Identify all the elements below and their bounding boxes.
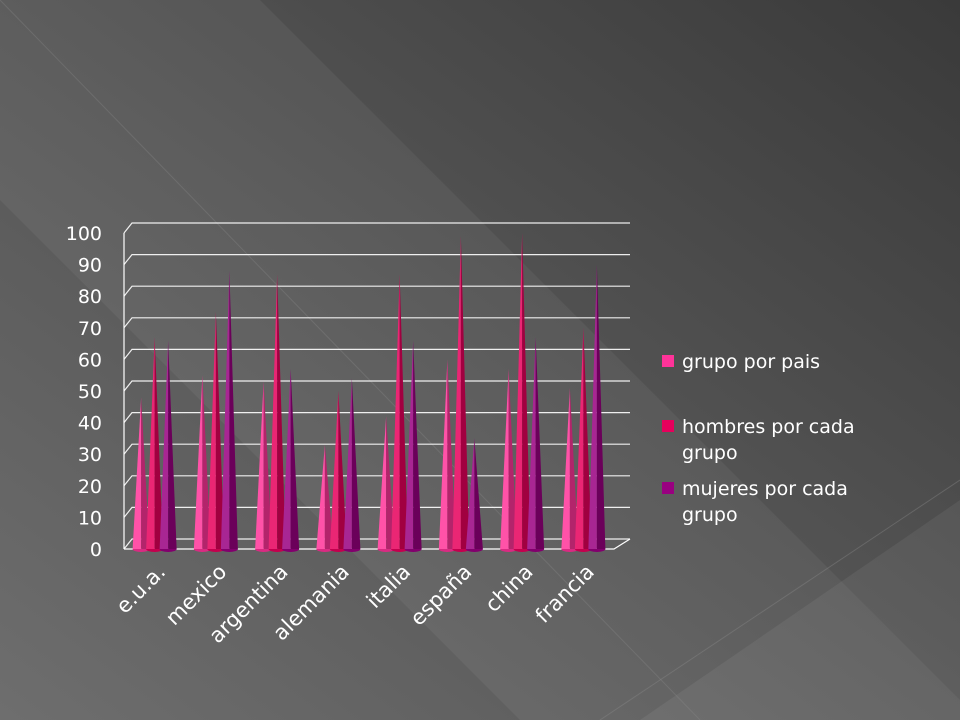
legend-item: mujeres por cada grupo bbox=[662, 478, 848, 526]
chart-legend: grupo por pais hombres por cada grupo mujer… bbox=[662, 351, 855, 526]
cone-2-3 bbox=[268, 274, 286, 552]
y-axis-tick-labels: 0 10 20 30 40 50 60 70 80 90 100 bbox=[66, 223, 102, 561]
gridline bbox=[123, 285, 630, 297]
gridline bbox=[123, 317, 630, 329]
y-tick-label: 20 bbox=[78, 476, 102, 498]
category-label: italia bbox=[362, 560, 415, 613]
category-label: china bbox=[480, 560, 537, 617]
y-tick-label: 0 bbox=[90, 539, 102, 561]
legend-swatch bbox=[662, 482, 674, 494]
cone-1-2 bbox=[193, 375, 211, 552]
gridline bbox=[123, 222, 630, 234]
cone-3-4 bbox=[343, 378, 361, 552]
cone-1-1 bbox=[132, 397, 150, 552]
gridline bbox=[123, 254, 630, 265]
cone-2-6 bbox=[452, 236, 470, 552]
legend-swatch bbox=[662, 355, 674, 367]
cone-3-3 bbox=[282, 368, 300, 552]
y-tick-label: 80 bbox=[78, 286, 102, 308]
cone-2-4 bbox=[329, 391, 347, 552]
y-tick-label: 90 bbox=[78, 255, 102, 277]
category-label: francia bbox=[531, 560, 599, 628]
y-tick-label: 40 bbox=[78, 413, 102, 435]
cone-1-8 bbox=[561, 387, 579, 552]
cone-2-8 bbox=[574, 327, 592, 552]
legend-item: hombres por cada grupo bbox=[662, 416, 855, 464]
cone-2-5 bbox=[391, 274, 409, 552]
y-tick-label: 100 bbox=[66, 223, 102, 245]
category-label: e.u.a. bbox=[111, 560, 170, 619]
background-corner-shape bbox=[640, 500, 960, 720]
gridline bbox=[123, 348, 630, 360]
legend-swatch bbox=[662, 420, 674, 432]
cone-3-5 bbox=[404, 340, 422, 552]
cone-2-2 bbox=[207, 312, 225, 552]
chart-cones bbox=[132, 233, 606, 552]
cone-3-2 bbox=[220, 270, 238, 552]
legend-label: grupo por pais bbox=[682, 351, 820, 373]
y-tick-label: 60 bbox=[78, 349, 102, 371]
legend-label: hombres por cada grupo bbox=[682, 416, 855, 464]
y-tick-label: 50 bbox=[78, 381, 102, 403]
cone-2-1 bbox=[146, 337, 164, 552]
cone-3-6 bbox=[465, 438, 483, 552]
category-label: españa bbox=[406, 560, 477, 631]
legend-item: grupo por pais bbox=[662, 351, 820, 373]
legend-label: mujeres por cada grupo bbox=[682, 478, 848, 526]
y-tick-label: 10 bbox=[78, 507, 102, 529]
cone-3-8 bbox=[588, 264, 606, 552]
cone-3-7 bbox=[527, 337, 545, 552]
cone-3-1 bbox=[159, 340, 177, 552]
y-tick-label: 70 bbox=[78, 318, 102, 340]
gridline bbox=[123, 412, 630, 423]
gridline bbox=[123, 380, 630, 392]
y-tick-label: 30 bbox=[78, 444, 102, 466]
cone-2-7 bbox=[513, 233, 531, 552]
